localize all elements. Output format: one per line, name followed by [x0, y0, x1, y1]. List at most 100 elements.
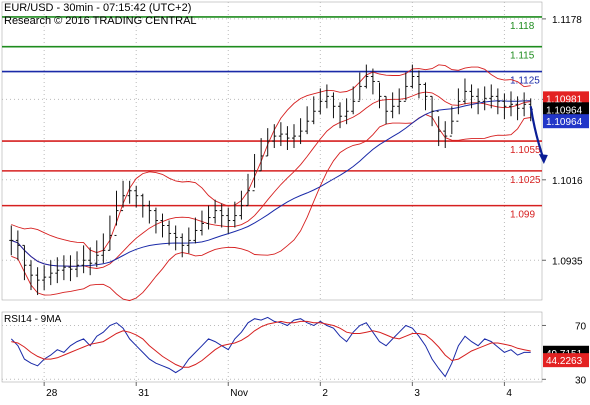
candle — [364, 64, 369, 89]
candle — [272, 124, 277, 149]
candle — [160, 213, 165, 238]
x-tick-label: 2 — [322, 388, 328, 399]
x-tick-label: 28 — [46, 388, 58, 399]
candle — [61, 255, 66, 281]
candle — [193, 217, 198, 244]
candle — [410, 64, 415, 89]
candle — [206, 205, 211, 230]
candle — [416, 70, 421, 99]
level-label: 1.115 — [510, 51, 535, 62]
price-tick-label: 1.1178 — [552, 15, 582, 26]
candle — [318, 88, 323, 115]
candle — [338, 102, 343, 129]
axes-layer: 1.0935 1.1016 1.1178 30 70 28 31 Nov 2 3 4 — [43, 15, 587, 399]
candle — [298, 118, 303, 145]
candle — [331, 92, 336, 119]
candle — [515, 96, 520, 121]
candle — [436, 110, 441, 147]
candle — [443, 121, 448, 149]
candle — [15, 230, 20, 261]
candle — [107, 215, 112, 251]
candle — [22, 244, 27, 281]
candle — [81, 245, 86, 274]
rsi-panel-frame — [1, 311, 543, 383]
candle — [75, 251, 80, 278]
x-tick-label: Nov — [230, 388, 248, 399]
candle — [285, 126, 290, 151]
price-tick-label: 1.1016 — [552, 176, 583, 187]
rsi-line — [10, 316, 531, 378]
candle — [140, 193, 145, 218]
bollinger-layer — [11, 64, 531, 302]
candle — [121, 180, 126, 212]
candle — [48, 260, 53, 286]
candle — [482, 86, 487, 111]
candle — [456, 88, 461, 122]
candle — [344, 98, 349, 125]
rsi-tick-label: 30 — [575, 375, 587, 386]
grid-layer — [1, 1, 543, 383]
candle — [351, 86, 356, 115]
candle — [449, 106, 454, 137]
candle — [522, 92, 527, 117]
price-tag: 1.10964 — [543, 102, 589, 117]
candle — [167, 220, 172, 246]
candle — [403, 72, 408, 102]
candle — [377, 80, 382, 109]
candle — [430, 95, 435, 127]
candle — [278, 122, 283, 147]
candle — [29, 260, 34, 291]
rsi-layer — [10, 316, 531, 378]
candle — [292, 124, 297, 149]
header-line-2: Research © 2016 TRADING CENTRAL — [4, 15, 197, 27]
candle — [469, 84, 474, 109]
price-tag-box — [543, 114, 589, 129]
candle — [357, 72, 362, 102]
candle — [213, 199, 218, 224]
price-tag-label: 1.10981 — [546, 94, 583, 105]
x-tick-label: 3 — [414, 388, 420, 399]
candle — [186, 227, 191, 254]
price-tag: 1.10981 — [543, 91, 589, 106]
level-label: 1.1125 — [510, 76, 540, 87]
candle — [226, 207, 231, 234]
candle — [55, 257, 60, 284]
candle — [397, 88, 402, 115]
rsi-tag: 44.2263 — [543, 353, 589, 368]
candle — [147, 200, 152, 224]
price-tick-label: 1.0935 — [552, 256, 583, 267]
rsi-tag-label: 44.2263 — [546, 356, 583, 367]
bollinger-middle — [11, 91, 531, 269]
x-tick-label: 4 — [506, 388, 512, 399]
forecast-arrow-head — [538, 153, 548, 164]
candle — [495, 88, 500, 115]
bollinger-lower — [11, 113, 531, 302]
candle — [9, 225, 14, 256]
candle — [324, 84, 329, 109]
candle — [502, 93, 507, 120]
candle — [134, 185, 139, 208]
rsi-panel-title: RSI14 - 9MA — [4, 314, 62, 325]
candle — [384, 95, 389, 125]
level-label: 1.1055 — [510, 145, 541, 156]
candle — [35, 267, 40, 296]
candle — [390, 92, 395, 119]
candle — [370, 68, 375, 95]
candle — [114, 190, 119, 236]
candle — [101, 233, 106, 264]
candle — [423, 82, 428, 111]
candle — [305, 106, 310, 135]
candle — [462, 78, 467, 105]
candle — [94, 240, 99, 268]
price-tag-box — [543, 102, 589, 117]
candle — [508, 91, 513, 117]
candle — [219, 203, 224, 228]
candle — [252, 153, 257, 192]
candle — [489, 84, 494, 109]
candle — [245, 173, 250, 207]
bollinger-upper — [11, 64, 531, 254]
candle — [42, 265, 47, 291]
candle — [153, 207, 158, 234]
